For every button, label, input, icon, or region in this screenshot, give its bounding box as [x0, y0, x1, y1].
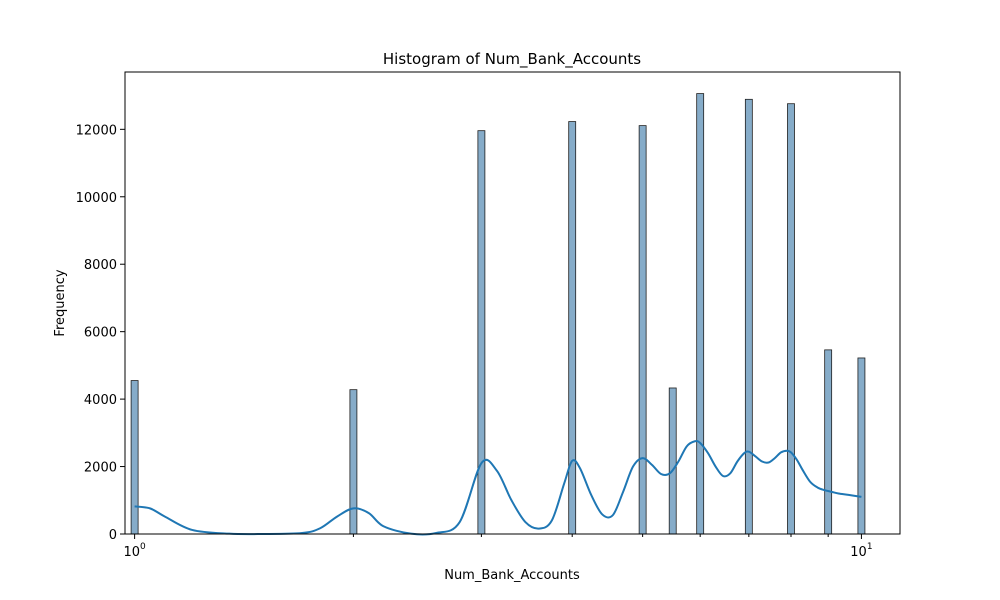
- y-tick-label-2: 4000: [84, 393, 117, 408]
- y-tick-label-3: 6000: [84, 326, 117, 341]
- x-tick-label-0: 100: [123, 542, 146, 560]
- histogram-bar-8: [787, 103, 795, 535]
- histogram-bar-9: [824, 349, 833, 535]
- y-tick-label-6: 12000: [76, 123, 117, 138]
- y-axis-label: Frequency: [53, 269, 68, 336]
- histogram-bar-10: [857, 357, 866, 535]
- bars-layer: [130, 93, 866, 535]
- histogram-bar-3: [568, 121, 577, 535]
- histogram-bar-7: [744, 98, 753, 535]
- y-tick-label-0: 0: [109, 528, 117, 543]
- histogram-bar-1: [349, 389, 358, 535]
- histogram-bar-2: [477, 130, 486, 535]
- histogram-bar-4: [638, 125, 647, 535]
- histogram-bar-5: [668, 387, 677, 535]
- histogram-bar-0: [130, 380, 139, 535]
- y-tick-label-1: 2000: [84, 461, 117, 476]
- chart-title: Histogram of Num_Bank_Accounts: [383, 50, 641, 69]
- histogram-bar-6: [696, 93, 705, 535]
- y-tick-label-4: 8000: [84, 258, 117, 273]
- plot-frame: [124, 71, 901, 535]
- kde-line: [134, 440, 862, 536]
- x-tick-label-1: 101: [850, 542, 872, 560]
- y-tick-label-5: 10000: [76, 191, 117, 206]
- y-axis: 0 2000 4000 6000 8000 10000 12000: [76, 123, 125, 543]
- x-axis-label: Num_Bank_Accounts: [444, 568, 580, 583]
- x-axis: 100 101: [123, 534, 873, 560]
